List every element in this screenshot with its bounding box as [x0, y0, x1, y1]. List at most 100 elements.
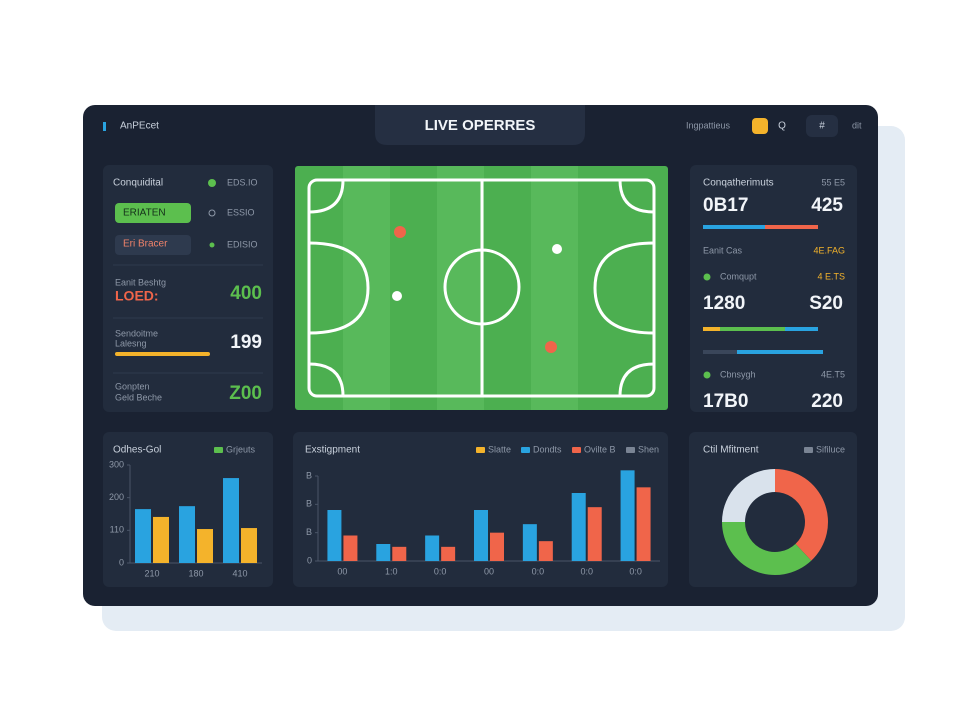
- x-tick-label: 1:0: [385, 566, 398, 576]
- y-tick-label: 0: [307, 555, 312, 565]
- legend-swatch: [476, 447, 485, 453]
- bar: [223, 478, 239, 563]
- bar: [241, 528, 257, 563]
- block-label: Eanit Cas: [703, 245, 743, 255]
- bar: [620, 470, 635, 561]
- legend-label: Dondts: [533, 444, 562, 454]
- brand: AnPEcet: [120, 121, 159, 132]
- brand-icon: [103, 122, 106, 131]
- score-left: 17B0: [703, 391, 748, 412]
- bar: [474, 510, 488, 561]
- legend-label: Shen: [638, 444, 659, 454]
- dot: [209, 242, 215, 248]
- donut-slice: [722, 522, 812, 575]
- bar: [737, 350, 823, 354]
- bar: [587, 507, 602, 561]
- stat-value: Z00: [229, 383, 262, 404]
- chart-title: Odhes-Gol: [113, 445, 161, 456]
- x-tick-label: 0:0: [532, 566, 545, 576]
- bar: [703, 225, 765, 229]
- stat-label: Eanit Beshtg: [115, 277, 166, 287]
- stat-label: Sendoitme: [115, 328, 158, 338]
- bar: [703, 327, 720, 331]
- legend-label: Ovilte B: [584, 444, 616, 454]
- stat-value: 400: [230, 283, 262, 304]
- legend-swatch: [626, 447, 635, 453]
- block-value: 4E.FAG: [813, 245, 845, 255]
- bar: [441, 546, 456, 561]
- donut-slice: [775, 469, 828, 561]
- bar: [571, 493, 586, 561]
- block-value: 4 E.TS: [817, 271, 845, 281]
- y-tick-label: 0: [119, 557, 124, 567]
- panel-title-value: 55 E5: [821, 177, 845, 187]
- bar: [720, 327, 785, 331]
- y-tick-label: B: [306, 527, 312, 537]
- stat-sub: Geld Beche: [115, 392, 162, 402]
- bar: [522, 524, 537, 561]
- search[interactable]: Q: [778, 121, 786, 132]
- x-tick-label: 00: [337, 566, 347, 576]
- row-value: EDISIO: [227, 239, 258, 249]
- stat-label: Gonpten: [115, 381, 150, 391]
- tab-button[interactable]: [115, 203, 191, 223]
- bar: [636, 487, 651, 561]
- bar: [490, 532, 504, 561]
- chart-title: Exstigpment: [305, 445, 360, 456]
- x-tick-label: 0:0: [580, 566, 593, 576]
- tab-button[interactable]: [115, 235, 191, 255]
- pitch: [295, 166, 668, 410]
- legend-label: Slatte: [488, 444, 511, 454]
- y-tick-label: 200: [109, 492, 124, 502]
- alert-icon[interactable]: [752, 118, 768, 134]
- legend-swatch: [521, 447, 530, 453]
- menu[interactable]: dit: [852, 120, 862, 130]
- x-tick-label: 210: [144, 568, 159, 578]
- dot: [208, 179, 216, 187]
- block-value: 4E.T5: [821, 369, 845, 379]
- donut-slice: [722, 469, 775, 522]
- score-left: 1280: [703, 293, 745, 314]
- button[interactable]: [806, 115, 838, 137]
- block-label: Comqupt: [720, 271, 757, 281]
- bar: [343, 535, 358, 561]
- y-tick-label: B: [306, 499, 312, 509]
- score-left: 0B17: [703, 195, 748, 216]
- bar: [785, 327, 818, 331]
- bar: [197, 529, 213, 563]
- bar: [376, 544, 391, 561]
- score-right: 220: [811, 391, 843, 412]
- title-tab: [375, 105, 585, 145]
- stat-value: 199: [230, 332, 262, 353]
- bar: [538, 541, 553, 561]
- title: LIVE OPERRES: [425, 117, 536, 134]
- bar: [179, 506, 195, 563]
- x-tick-label: 180: [188, 568, 203, 578]
- panel: [103, 165, 273, 412]
- y-tick-label: 110: [110, 525, 124, 535]
- chart-title: Ctil Mfitment: [703, 445, 759, 456]
- stat-sub: Lalesng: [115, 338, 147, 348]
- bar: [425, 535, 440, 561]
- bar: [765, 225, 818, 229]
- legend-label: Sifiluce: [816, 444, 845, 454]
- x-tick-label: 0:0: [629, 566, 642, 576]
- dot: [703, 273, 711, 281]
- row-value: EDS.IO: [227, 177, 258, 187]
- y-tick-label: B: [306, 470, 312, 480]
- x-tick-label: 0:0: [434, 566, 447, 576]
- button-label[interactable]: #: [819, 121, 825, 132]
- y-tick-label: 300: [109, 459, 124, 469]
- bar: [327, 510, 342, 561]
- panel-title: Conqatherimuts: [703, 178, 774, 189]
- bar: [392, 546, 407, 561]
- row-label[interactable]: Eri Bracer: [123, 239, 168, 250]
- legend-swatch: [214, 447, 223, 453]
- stat-sub: LOED:: [115, 288, 159, 304]
- x-tick-label: 00: [484, 566, 494, 576]
- row-value: ESSIO: [227, 207, 255, 217]
- row-label[interactable]: ERIATEN: [123, 208, 166, 219]
- block-label: Cbnsygh: [720, 369, 756, 379]
- bar: [153, 516, 169, 563]
